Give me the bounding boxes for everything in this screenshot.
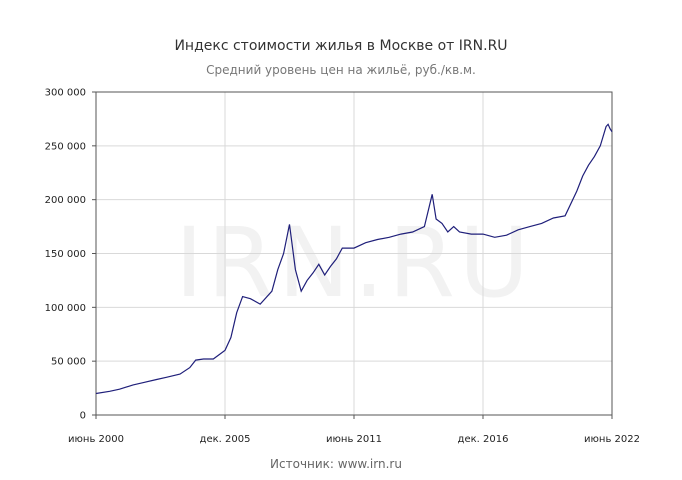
x-tick-label: дек. 2005 (200, 434, 251, 445)
gridlines (96, 92, 612, 415)
y-tick-label: 300 000 (45, 88, 86, 99)
watermark: IRN.RU (175, 207, 533, 319)
x-tick-label: июнь 2000 (68, 434, 124, 445)
x-tick-label: июнь 2022 (584, 434, 640, 445)
source-note: Источник: www.irn.ru (270, 457, 402, 471)
y-axis: 0 50 000 100 000 150 000 200 000 250 000 300 0… (45, 88, 96, 422)
x-tick-label: июнь 2011 (326, 434, 382, 445)
x-axis: июнь 2000 дек. 2005 июнь 2011 дек. 2016 июнь… (68, 415, 640, 445)
series-line (95, 123, 613, 395)
chart-title: Индекс стоимости жилья в Москве от IRN.R… (174, 38, 507, 54)
y-tick-label: 100 000 (45, 303, 86, 314)
y-tick-label: 150 000 (45, 249, 86, 260)
x-tick-label: дек. 2016 (458, 434, 509, 445)
y-tick-label: 250 000 (45, 141, 86, 152)
plot-area: IRN.RU 0 50 000 100 000 150 000 200 000 250 0… (45, 88, 640, 446)
chart-subtitle: Средний уровень цен на жильё, руб./кв.м. (206, 63, 476, 77)
y-tick-label: 0 (80, 411, 86, 422)
y-tick-label: 50 000 (51, 357, 86, 368)
y-tick-label: 200 000 (45, 195, 86, 206)
